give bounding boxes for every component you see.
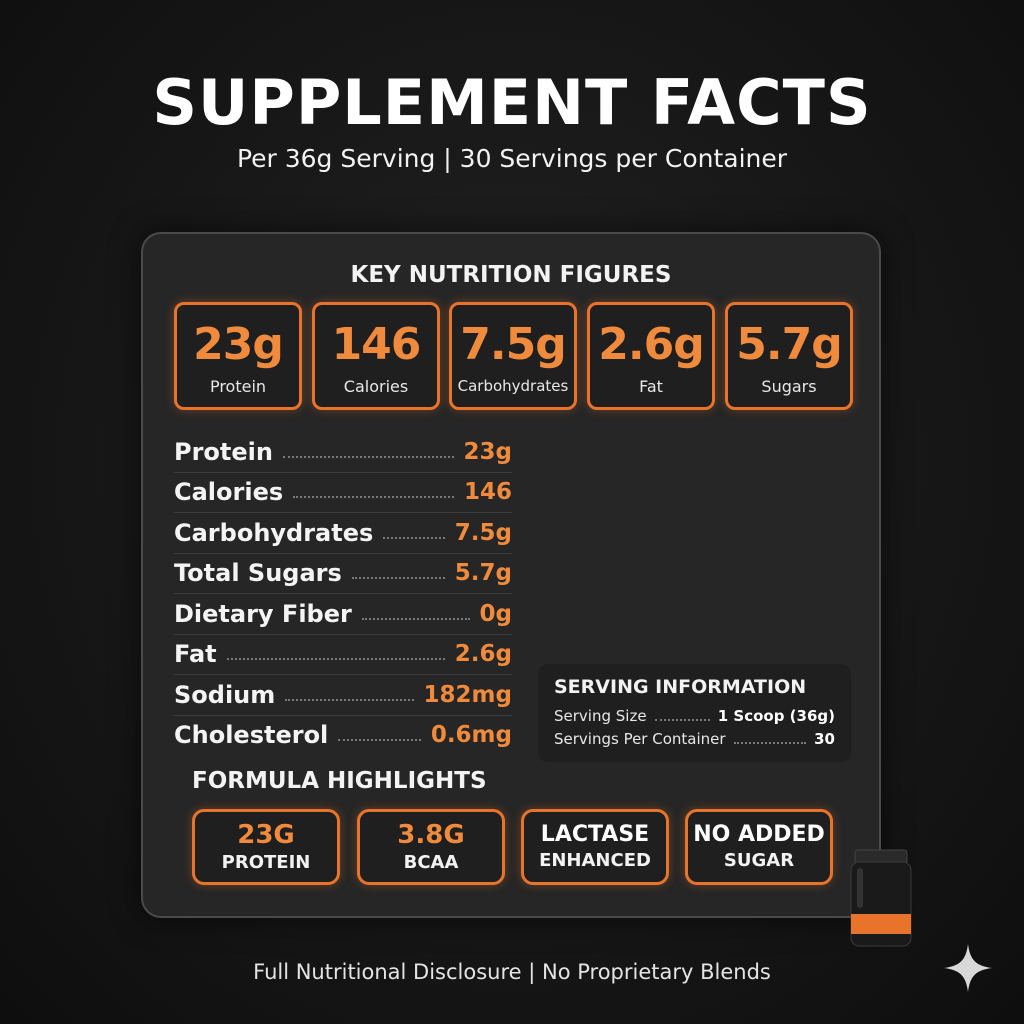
nutrient-name: Calories: [174, 478, 284, 507]
facts-panel: KEY NUTRITION FIGURES 23g Protein 146 Ca…: [141, 232, 881, 918]
key-figure-value: 23g: [193, 319, 284, 370]
formula-badge: LACTASE ENHANCED: [521, 809, 669, 885]
formula-badge-top: NO ADDED: [693, 822, 825, 847]
key-figure-label: Carbohydrates: [457, 377, 569, 395]
formula-badge: NO ADDED SUGAR: [685, 809, 833, 885]
formula-badge-bottom: SUGAR: [723, 850, 795, 871]
key-figure-card: 7.5g Carbohydrates: [449, 302, 577, 410]
formula-badge-top: LACTASE: [540, 822, 650, 847]
formula-badge-bottom: PROTEIN: [221, 852, 311, 873]
nutrient-row: Sodium 182mg: [174, 675, 512, 716]
nutrient-value: 7.5g: [454, 519, 512, 546]
formula-badge: 23G PROTEIN: [192, 809, 340, 885]
page-subtitle: Per 36g Serving | 30 Servings per Contai…: [236, 144, 788, 173]
serving-info-title: SERVING INFORMATION: [554, 676, 807, 698]
supplement-tub-icon: [850, 849, 912, 947]
nutrient-name: Carbohydrates: [174, 518, 374, 547]
formula-badge-top: 23G: [237, 820, 295, 850]
nutrient-row: Cholesterol 0.6mg: [174, 716, 512, 756]
nutrient-row: Dietary Fiber 0g: [174, 594, 512, 635]
nutrient-name: Total Sugars: [174, 559, 342, 588]
serving-info-label: Serving Size: [554, 706, 647, 725]
formula-badge-bottom: BCAA: [403, 852, 459, 873]
serving-info-label: Servings Per Container: [554, 729, 726, 748]
nutrient-list: Protein 23g Calories 146 Carbohydrates 7…: [174, 432, 512, 755]
dot-leader: [338, 739, 421, 742]
nutrient-row: Fat 2.6g: [174, 635, 512, 675]
dot-leader: [282, 455, 454, 458]
nutrient-row: Protein 23g: [174, 432, 512, 473]
serving-info-row: Servings Per Container 30: [554, 727, 835, 750]
key-figure-card: 23g Protein: [174, 302, 302, 410]
nutrient-value: 182mg: [423, 681, 512, 708]
nutrient-value: 0.6mg: [430, 722, 512, 749]
key-figure-label: Sugars: [761, 377, 817, 396]
nutrient-name: Sodium: [174, 680, 276, 709]
key-figure-value: 146: [331, 319, 422, 370]
key-figure-value: 7.5g: [460, 319, 566, 370]
serving-info-value: 1 Scoop (36g): [717, 706, 835, 725]
nutrient-row: Total Sugars 5.7g: [174, 554, 512, 594]
dot-leader: [226, 658, 445, 661]
dot-leader: [383, 536, 445, 539]
formula-badge-bottom: ENHANCED: [539, 850, 651, 871]
key-figures-heading: KEY NUTRITION FIGURES: [350, 262, 672, 288]
serving-info-box: SERVING INFORMATION Serving Size 1 Scoop…: [538, 664, 851, 762]
nutrient-value: 23g: [463, 438, 512, 465]
formula-badge: 3.8G BCAA: [357, 809, 505, 885]
nutrient-row: Calories 146: [174, 473, 512, 513]
nutrient-value: 0g: [479, 600, 512, 627]
key-figure-value: 5.7g: [736, 319, 842, 370]
key-figure-card: 2.6g Fat: [587, 302, 715, 410]
key-figure-card: 146 Calories: [312, 302, 440, 410]
dot-leader: [654, 718, 710, 721]
key-figure-label: Protein: [209, 377, 267, 396]
formula-badge-top: 3.8G: [397, 820, 465, 850]
key-figure-label: Calories: [343, 377, 409, 396]
serving-info-row: Serving Size 1 Scoop (36g): [554, 704, 835, 727]
page-title: SUPPLEMENT FACTS: [152, 66, 872, 139]
dot-leader: [285, 698, 414, 701]
nutrient-name: Cholesterol: [174, 721, 329, 750]
key-figure-value: 2.6g: [598, 319, 704, 370]
nutrient-row: Carbohydrates 7.5g: [174, 513, 512, 554]
dot-leader: [733, 741, 807, 744]
key-figure-label: Fat: [639, 377, 663, 396]
nutrient-value: 2.6g: [454, 641, 512, 668]
dot-leader: [351, 577, 445, 580]
nutrient-name: Protein: [174, 437, 273, 466]
dot-leader: [293, 496, 454, 499]
nutrient-value: 5.7g: [454, 560, 512, 587]
key-figure-card: 5.7g Sugars: [725, 302, 853, 410]
nutrient-name: Dietary Fiber: [174, 599, 352, 628]
serving-info-value: 30: [814, 729, 835, 748]
footer-text: Full Nutritional Disclosure | No Proprie…: [253, 960, 771, 984]
nutrient-name: Fat: [174, 640, 217, 669]
sparkle-icon: [944, 944, 992, 992]
nutrient-value: 146: [463, 479, 512, 506]
dot-leader: [361, 617, 470, 620]
formula-heading: FORMULA HIGHLIGHTS: [192, 768, 487, 794]
